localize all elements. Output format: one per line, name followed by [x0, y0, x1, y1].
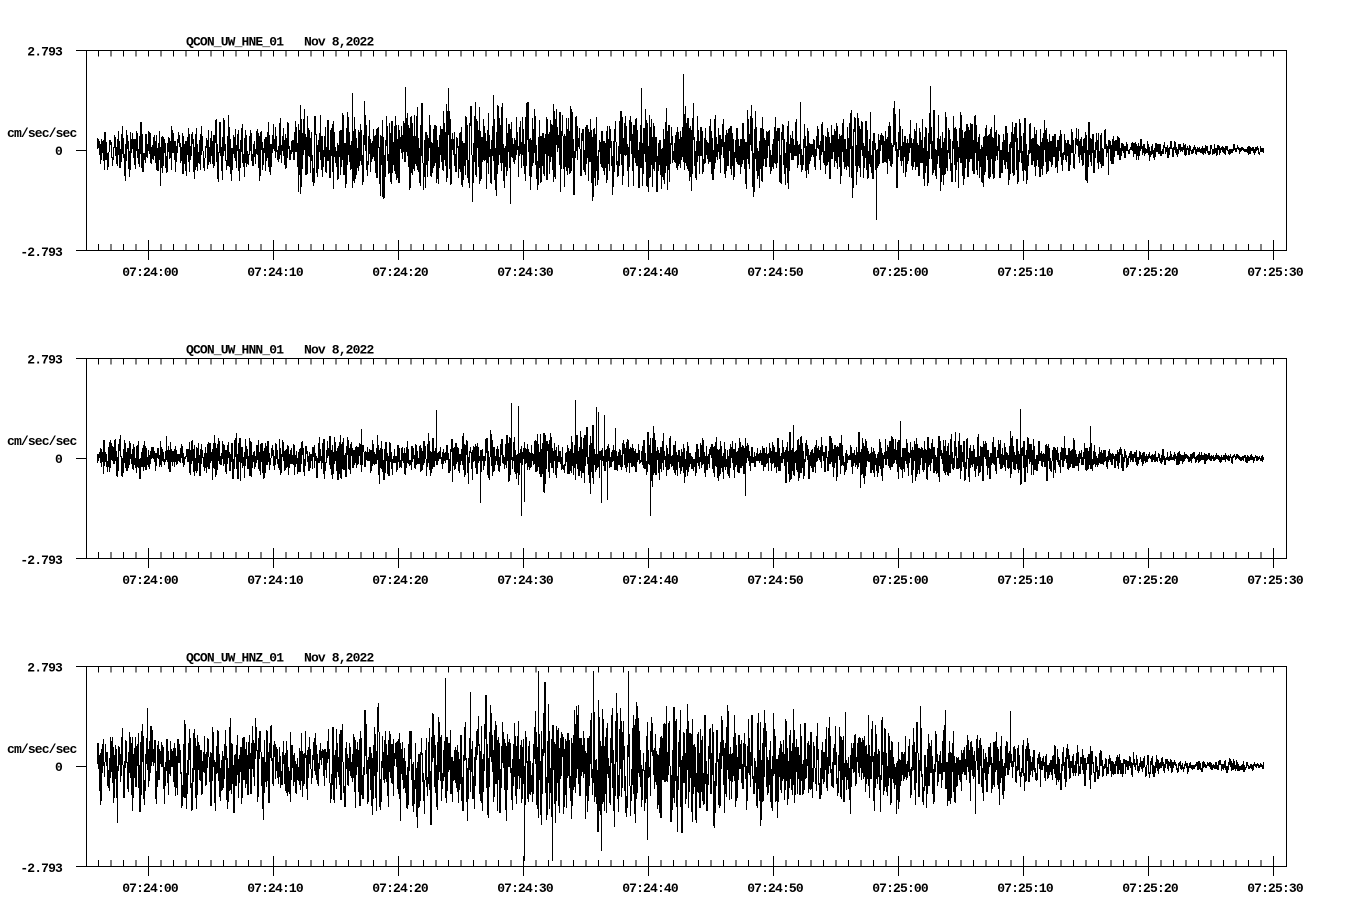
svg-text:0: 0 — [55, 452, 63, 467]
svg-text:07:24:30: 07:24:30 — [497, 265, 554, 280]
svg-text:07:24:20: 07:24:20 — [372, 265, 429, 280]
svg-text:07:25:30: 07:25:30 — [1247, 573, 1304, 588]
svg-text:07:24:10: 07:24:10 — [247, 573, 304, 588]
svg-text:07:24:00: 07:24:00 — [122, 881, 179, 896]
svg-text:07:24:20: 07:24:20 — [372, 573, 429, 588]
svg-text:07:24:50: 07:24:50 — [747, 265, 804, 280]
svg-text:07:24:10: 07:24:10 — [247, 265, 304, 280]
svg-text:07:24:40: 07:24:40 — [622, 265, 679, 280]
svg-text:-2.793: -2.793 — [20, 553, 63, 568]
svg-text:07:24:30: 07:24:30 — [497, 573, 554, 588]
svg-text:07:25:20: 07:25:20 — [1122, 573, 1179, 588]
svg-text:QCON_UW_HNN_01 Nov 8,2022: QCON_UW_HNN_01 Nov 8,2022 — [186, 343, 374, 358]
svg-text:07:25:10: 07:25:10 — [997, 265, 1054, 280]
svg-text:07:24:20: 07:24:20 — [372, 881, 429, 896]
svg-text:07:24:00: 07:24:00 — [122, 573, 179, 588]
svg-text:07:25:30: 07:25:30 — [1247, 881, 1304, 896]
svg-text:07:25:20: 07:25:20 — [1122, 881, 1179, 896]
svg-text:cm/sec/sec: cm/sec/sec — [7, 126, 77, 141]
svg-text:07:25:10: 07:25:10 — [997, 881, 1054, 896]
svg-text:07:25:20: 07:25:20 — [1122, 265, 1179, 280]
svg-text:QCON_UW_HNE_01 Nov 8,2022: QCON_UW_HNE_01 Nov 8,2022 — [186, 35, 374, 50]
svg-text:07:24:50: 07:24:50 — [747, 881, 804, 896]
svg-text:-2.793: -2.793 — [20, 861, 63, 876]
svg-text:07:24:00: 07:24:00 — [122, 265, 179, 280]
svg-text:cm/sec/sec: cm/sec/sec — [7, 742, 77, 757]
svg-text:07:24:10: 07:24:10 — [247, 881, 304, 896]
svg-text:07:24:30: 07:24:30 — [497, 881, 554, 896]
svg-text:0: 0 — [55, 760, 63, 775]
svg-text:-2.793: -2.793 — [20, 245, 63, 260]
svg-text:07:24:40: 07:24:40 — [622, 573, 679, 588]
svg-text:07:25:00: 07:25:00 — [872, 265, 929, 280]
svg-text:07:25:00: 07:25:00 — [872, 573, 929, 588]
svg-text:0: 0 — [55, 144, 63, 159]
svg-text:07:24:40: 07:24:40 — [622, 881, 679, 896]
svg-text:07:24:50: 07:24:50 — [747, 573, 804, 588]
svg-text:cm/sec/sec: cm/sec/sec — [7, 434, 77, 449]
svg-text:07:25:00: 07:25:00 — [872, 881, 929, 896]
svg-text:2.793: 2.793 — [27, 353, 63, 368]
svg-text:QCON_UW_HNZ_01 Nov 8,2022: QCON_UW_HNZ_01 Nov 8,2022 — [186, 651, 374, 666]
svg-text:07:25:10: 07:25:10 — [997, 573, 1054, 588]
svg-text:07:25:30: 07:25:30 — [1247, 265, 1304, 280]
svg-text:2.793: 2.793 — [27, 45, 63, 60]
svg-text:2.793: 2.793 — [27, 661, 63, 676]
